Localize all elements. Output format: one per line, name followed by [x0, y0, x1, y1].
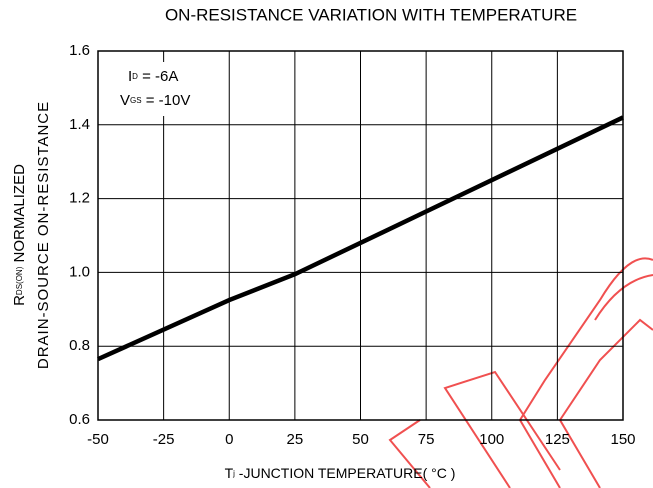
- y-tick-label: 1.4: [69, 116, 90, 133]
- annotation-rest: = -6A: [138, 68, 178, 85]
- y-label-rest: NORMALIZED: [11, 164, 28, 267]
- x-label-sub: j: [232, 469, 235, 478]
- plot-frame: [97, 50, 624, 421]
- x-tick-label: 25: [287, 431, 304, 448]
- annotation: VGS = -10V: [120, 92, 190, 109]
- annotation-sub: GS: [130, 96, 142, 105]
- annotation-sub: D: [132, 72, 138, 81]
- plot-area: 0.6 0.8 1.0 1.2 1.4 1.6 -50 -25 0 25 50 75 100 125 150: [69, 42, 635, 448]
- y-tick-label: 1.6: [69, 42, 90, 59]
- watermark: [388, 257, 653, 488]
- x-tick-label: 125: [545, 431, 570, 448]
- annotation-main: V: [120, 92, 130, 109]
- chart-title: ON-RESISTANCE VARIATION WITH TEMPERATURE: [165, 5, 577, 24]
- x-tick-label: -25: [153, 431, 175, 448]
- y-tick-label: 1.2: [69, 190, 90, 207]
- x-tick-label: -50: [87, 431, 109, 448]
- y-tick-label: 0.8: [69, 337, 90, 354]
- x-tick-label: 50: [352, 431, 369, 448]
- y-tick-label: 1.0: [69, 263, 90, 280]
- y-axis-label: RDS(ON) NORMALIZED: [11, 164, 28, 306]
- x-axis-label: Tj -JUNCTION TEMPERATURE( °C ): [225, 465, 456, 481]
- y-label-sub: DS(ON): [15, 266, 24, 295]
- y-axis-label-2: DRAIN-SOURCE ON-RESISTANCE: [35, 101, 52, 369]
- x-label-main: T: [225, 465, 234, 481]
- x-tick-label: 150: [610, 431, 635, 448]
- annotation-rest: = -10V: [142, 92, 191, 109]
- x-tick-label: 75: [418, 431, 435, 448]
- data-line: [97, 115, 624, 362]
- x-label-rest: -JUNCTION TEMPERATURE( °C ): [235, 465, 456, 481]
- x-tick-label: 0: [225, 431, 233, 448]
- annotation: ID = -6A: [128, 68, 178, 85]
- x-tick-label: 100: [479, 431, 504, 448]
- annotation-main: I: [128, 68, 132, 85]
- y-tick-label: 0.6: [69, 411, 90, 428]
- y-label-main: R: [11, 295, 28, 306]
- annotation-box: [106, 62, 226, 116]
